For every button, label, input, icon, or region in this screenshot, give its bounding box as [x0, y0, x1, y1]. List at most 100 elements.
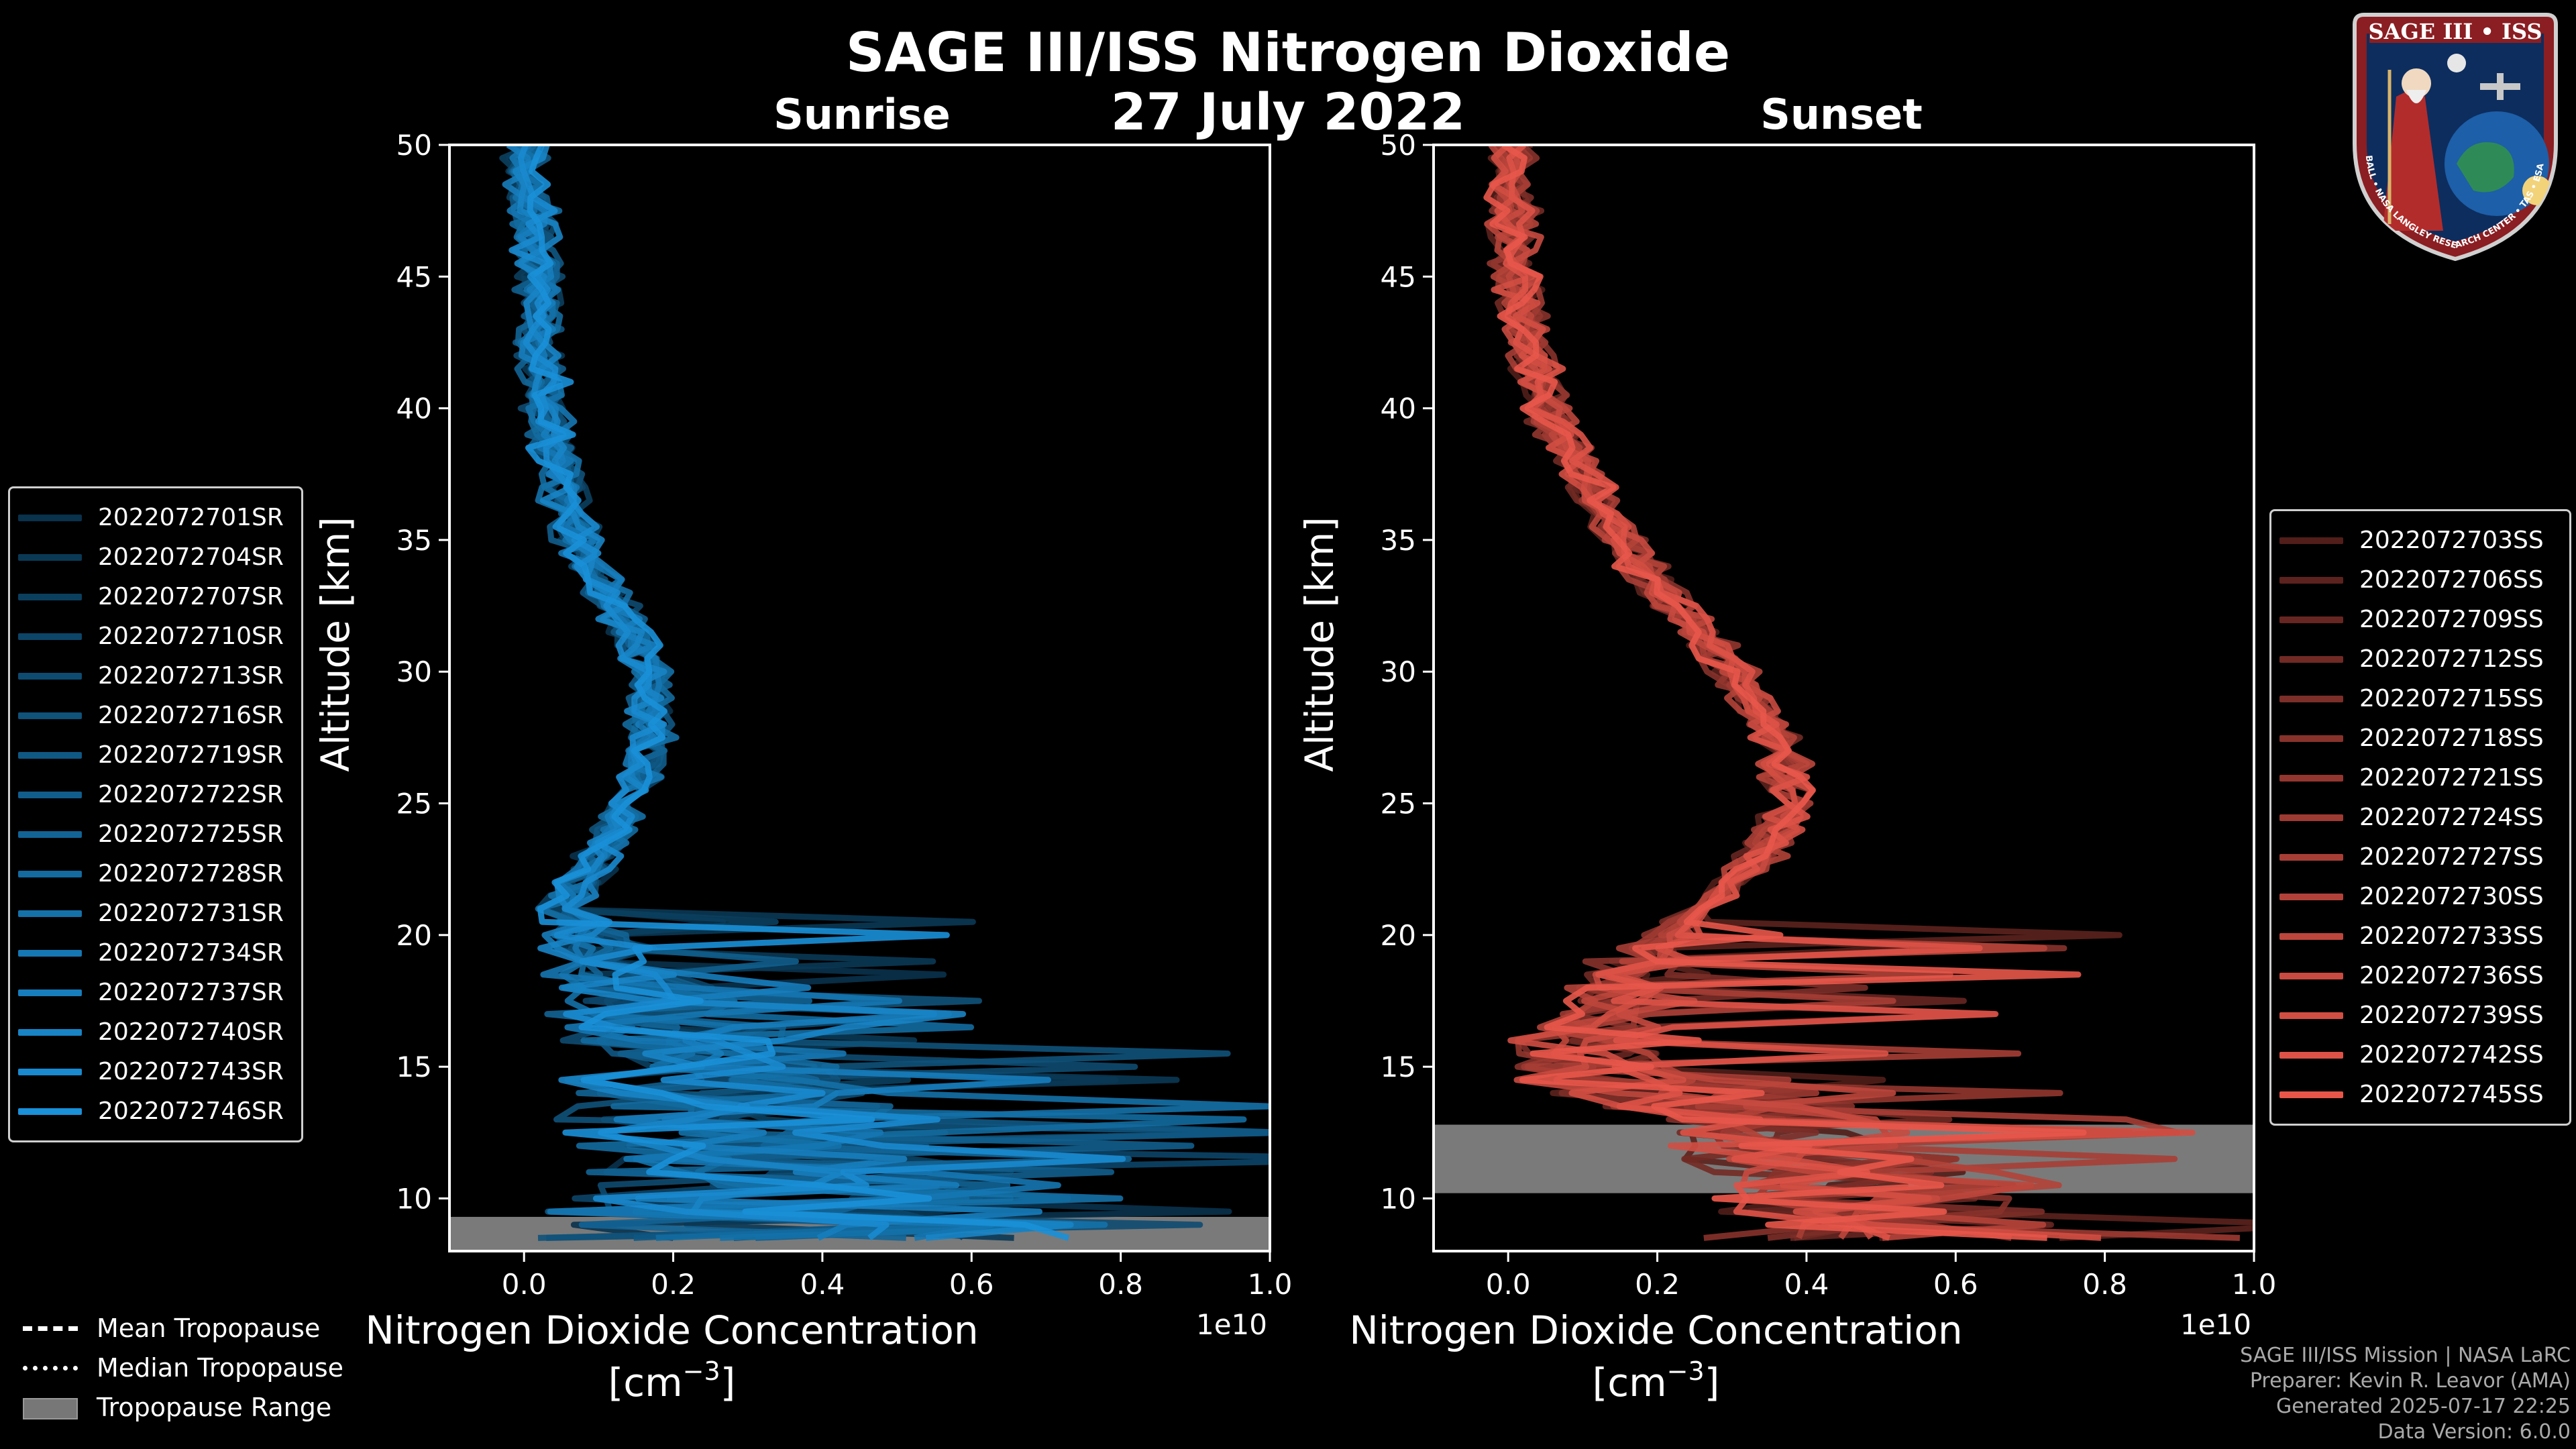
legend-label: 2022072713SR [98, 662, 284, 690]
legend-label: 2022072734SR [98, 939, 284, 967]
y-tick-label: 40 [396, 392, 432, 425]
legend-item: 2022072715SS [2279, 679, 2561, 718]
legend-item: 2022072731SR [18, 894, 293, 933]
sunset-plot: 0.0 0.2 0.4 0.6 0.8 1.0 10 15 20 25 30 35 40 45 50 1e10… [1297, 129, 2277, 1405]
legend-label: 2022072715SS [2359, 685, 2544, 712]
legend-item: 2022072727SS [2279, 837, 2561, 877]
profile-line-2022072736SS [1495, 145, 1941, 1240]
legend-label: 2022072704SR [98, 543, 284, 571]
legend-label: 2022072736SS [2359, 962, 2544, 989]
y-tick-label: 15 [1381, 1051, 1416, 1083]
x-axis-unit: [cm−3] [1593, 1356, 1720, 1405]
y-axis-label: Altitude [km] [313, 517, 358, 771]
legend-swatch [18, 791, 82, 798]
legend-label: 2022072733SS [2359, 922, 2544, 950]
y-tick-label: 45 [1381, 260, 1416, 293]
x-tick-label: 0.8 [1098, 1268, 1143, 1301]
sunrise-legend: 2022072701SR 2022072704SR 2022072707SR 2022… [8, 486, 303, 1142]
legend-swatch [2279, 774, 2343, 782]
credit-line: Data Version: 6.0.0 [2377, 1420, 2571, 1444]
x-axis-unit: [cm−3] [608, 1356, 736, 1405]
legend-swatch [2279, 537, 2343, 544]
sage-iii-iss-logo: SAGE III • ISS BALL • NASA LANGLEY RESEA… [2353, 13, 2558, 262]
legend-item: 2022072718SS [2279, 718, 2561, 758]
tropopause-legend: Mean Tropopause Median Tropopause Tropop… [20, 1308, 343, 1427]
x-tick-label: 0.2 [1635, 1268, 1680, 1301]
legend-swatch [2279, 616, 2343, 623]
y-tick-label: 10 [1381, 1182, 1416, 1215]
y-tick-label: 20 [396, 919, 432, 952]
legend-label: Median Tropopause [97, 1352, 343, 1383]
dashed-line-icon [20, 1315, 80, 1342]
credit-line: Preparer: Kevin R. Leavor (AMA) [2249, 1369, 2571, 1393]
legend-label: 2022072725SR [98, 820, 284, 848]
profile-line-2022072745SS [1483, 145, 2087, 1241]
legend-label: 2022072727SS [2359, 843, 2544, 871]
x-scale-label: 1e10 [2180, 1308, 2251, 1341]
legend-item: 2022072734SR [18, 933, 293, 973]
legend-label: 2022072746SR [98, 1097, 284, 1125]
legend-label: 2022072739SS [2359, 1002, 2544, 1029]
plot-frame [1432, 144, 2255, 1252]
legend-item: 2022072706SS [2279, 560, 2561, 600]
legend-swatch [2279, 1091, 2343, 1098]
legend-item: 2022072712SS [2279, 639, 2561, 679]
legend-item: 2022072716SR [18, 696, 293, 735]
legend-label: 2022072721SS [2359, 764, 2544, 792]
chart-title: SAGE III/ISS Nitrogen Dioxide [845, 21, 1731, 84]
sunrise-plot: 0.0 0.2 0.4 0.6 0.8 1.0 10 15 20 25 30 35 40 45 50 1e10… [313, 129, 1293, 1405]
legend-item: 2022072737SR [18, 973, 293, 1012]
y-tick-label: 10 [396, 1182, 432, 1215]
y-tick-label: 30 [1381, 655, 1416, 688]
x-tick-label: 0.2 [651, 1268, 696, 1301]
x-tick-label: 1.0 [2232, 1268, 2277, 1301]
legend-swatch [18, 514, 82, 521]
legend-item: 2022072725SR [18, 814, 293, 854]
credit-line: SAGE III/ISS Mission | NASA LaRC [2240, 1344, 2571, 1367]
y-tick-label: 50 [396, 129, 432, 162]
legend-swatch [18, 751, 82, 759]
legend-swatch [18, 593, 82, 600]
legend-swatch [2279, 735, 2343, 742]
y-axis-label: Altitude [km] [1297, 517, 1342, 771]
y-tick-label: 20 [1381, 919, 1416, 952]
credit-line: Generated 2025-07-17 22:25 [2275, 1395, 2571, 1418]
legend-swatch [2279, 932, 2343, 940]
x-tick-label: 0.4 [800, 1268, 845, 1301]
x-scale-label: 1e10 [1196, 1308, 1267, 1341]
x-tick-label: 0.4 [1784, 1268, 1829, 1301]
legend-swatch [18, 949, 82, 957]
x-tick-label: 0.8 [2082, 1268, 2127, 1301]
legend-item: 2022072745SS [2279, 1075, 2561, 1114]
x-tick-label: 1.0 [1248, 1268, 1293, 1301]
legend-swatch [18, 1028, 82, 1036]
gray-patch-icon [20, 1394, 80, 1421]
y-tick-label: 50 [1381, 129, 1416, 162]
legend-label: 2022072707SR [98, 583, 284, 610]
legend-item: 2022072736SS [2279, 956, 2561, 996]
sunset-panel-title: Sunset [1760, 90, 1923, 139]
legend-swatch [2279, 1012, 2343, 1019]
legend-label: 2022072740SR [98, 1018, 284, 1046]
y-tick-label: 40 [1381, 392, 1416, 425]
x-axis-label: Nitrogen Dioxide Concentration [365, 1307, 978, 1353]
legend-label: 2022072719SR [98, 741, 284, 769]
legend-swatch [18, 1068, 82, 1075]
y-tick-label: 15 [396, 1051, 432, 1083]
legend-label: 2022072743SR [98, 1058, 284, 1085]
legend-item: 2022072730SS [2279, 877, 2561, 916]
legend-label: 2022072731SR [98, 900, 284, 927]
legend-swatch [18, 1108, 82, 1115]
legend-swatch [2279, 655, 2343, 663]
legend-item: 2022072703SS [2279, 521, 2561, 560]
legend-label: 2022072706SS [2359, 566, 2544, 594]
profile-line-2022072746SR [525, 145, 1070, 1241]
logo-title-text: SAGE III • ISS [2369, 19, 2542, 44]
legend-label: 2022072724SS [2359, 804, 2544, 831]
y-tick-label: 30 [396, 655, 432, 688]
legend-item: 2022072709SS [2279, 600, 2561, 639]
legend-swatch [18, 870, 82, 877]
legend-swatch [18, 712, 82, 719]
y-tick-label: 45 [396, 260, 432, 293]
